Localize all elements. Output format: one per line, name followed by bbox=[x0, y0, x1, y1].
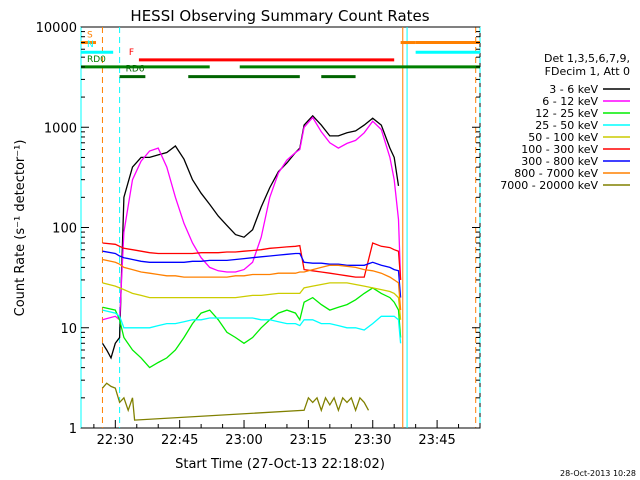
legend-label-3: 25 - 50 keV bbox=[535, 119, 598, 132]
y-tick-label-3: 1000 bbox=[44, 121, 77, 136]
x-axis-label: Start Time (27-Oct-13 22:18:02) bbox=[175, 457, 385, 472]
x-tick-label-3: 23:15 bbox=[290, 433, 327, 448]
footer-timestamp: 28-Oct-2013 10:28 bbox=[560, 469, 636, 478]
chart-title: HESSI Observing Summary Count Rates bbox=[130, 7, 429, 25]
series-line-0 bbox=[101, 114, 400, 360]
y-axis-label: Count Rate (s⁻¹ detector⁻¹) bbox=[13, 140, 28, 317]
legend-header-0: Det 1,3,5,6,7,9, bbox=[544, 52, 630, 65]
y-tick-label-0: 1 bbox=[69, 422, 77, 437]
legend-label-8: 7000 - 20000 keV bbox=[500, 179, 598, 192]
legend-label-7: 800 - 7000 keV bbox=[514, 167, 598, 180]
vertical-markers bbox=[80, 27, 481, 428]
state-label-s: S bbox=[87, 31, 93, 41]
state-bars: SN F RD0 RD6 bbox=[81, 31, 480, 79]
legend-label-2: 12 - 25 keV bbox=[535, 107, 598, 120]
series-lines bbox=[101, 114, 402, 421]
x-tick-label-5: 23:45 bbox=[418, 433, 455, 448]
series-line-5 bbox=[102, 242, 402, 280]
legend: Det 1,3,5,6,7,9,FDecim 1, Att 0 3 - 6 keV… bbox=[500, 52, 630, 192]
plot-frame bbox=[80, 26, 481, 429]
series-line-6 bbox=[102, 250, 402, 298]
series-line-7 bbox=[102, 258, 402, 311]
series-line-3 bbox=[102, 309, 402, 344]
y-tick-label-4: 10000 bbox=[36, 21, 77, 36]
x-tick-label-0: 22:30 bbox=[97, 433, 134, 448]
legend-label-4: 50 - 100 keV bbox=[528, 131, 598, 144]
legend-label-5: 100 - 300 keV bbox=[521, 143, 598, 156]
state-label-rd6: RD6 bbox=[126, 65, 145, 75]
state-label-rd0: RD0 bbox=[87, 55, 106, 65]
legend-label-6: 300 - 800 keV bbox=[521, 155, 598, 168]
x-axis: 22:30 22:45 23:00 23:15 23:30 23:45 bbox=[93, 420, 481, 448]
state-label-f: F bbox=[129, 48, 134, 58]
series-line-2 bbox=[102, 287, 402, 369]
legend-header-1: FDecim 1, Att 0 bbox=[545, 65, 630, 78]
series-line-1 bbox=[102, 116, 402, 322]
state-label-n: N bbox=[87, 40, 94, 50]
y-tick-label-1: 10 bbox=[60, 322, 77, 337]
x-tick-label-1: 22:45 bbox=[161, 433, 198, 448]
y-axis: 1 10 100 1000 10000 bbox=[36, 21, 480, 437]
legend-label-0: 3 - 6 keV bbox=[549, 83, 598, 96]
x-tick-label-2: 23:00 bbox=[225, 433, 262, 448]
x-tick-label-4: 23:30 bbox=[354, 433, 391, 448]
series-line-4 bbox=[102, 282, 402, 320]
y-tick-label-2: 100 bbox=[52, 222, 77, 237]
series-line-8 bbox=[102, 382, 370, 421]
legend-label-1: 6 - 12 keV bbox=[542, 95, 598, 108]
